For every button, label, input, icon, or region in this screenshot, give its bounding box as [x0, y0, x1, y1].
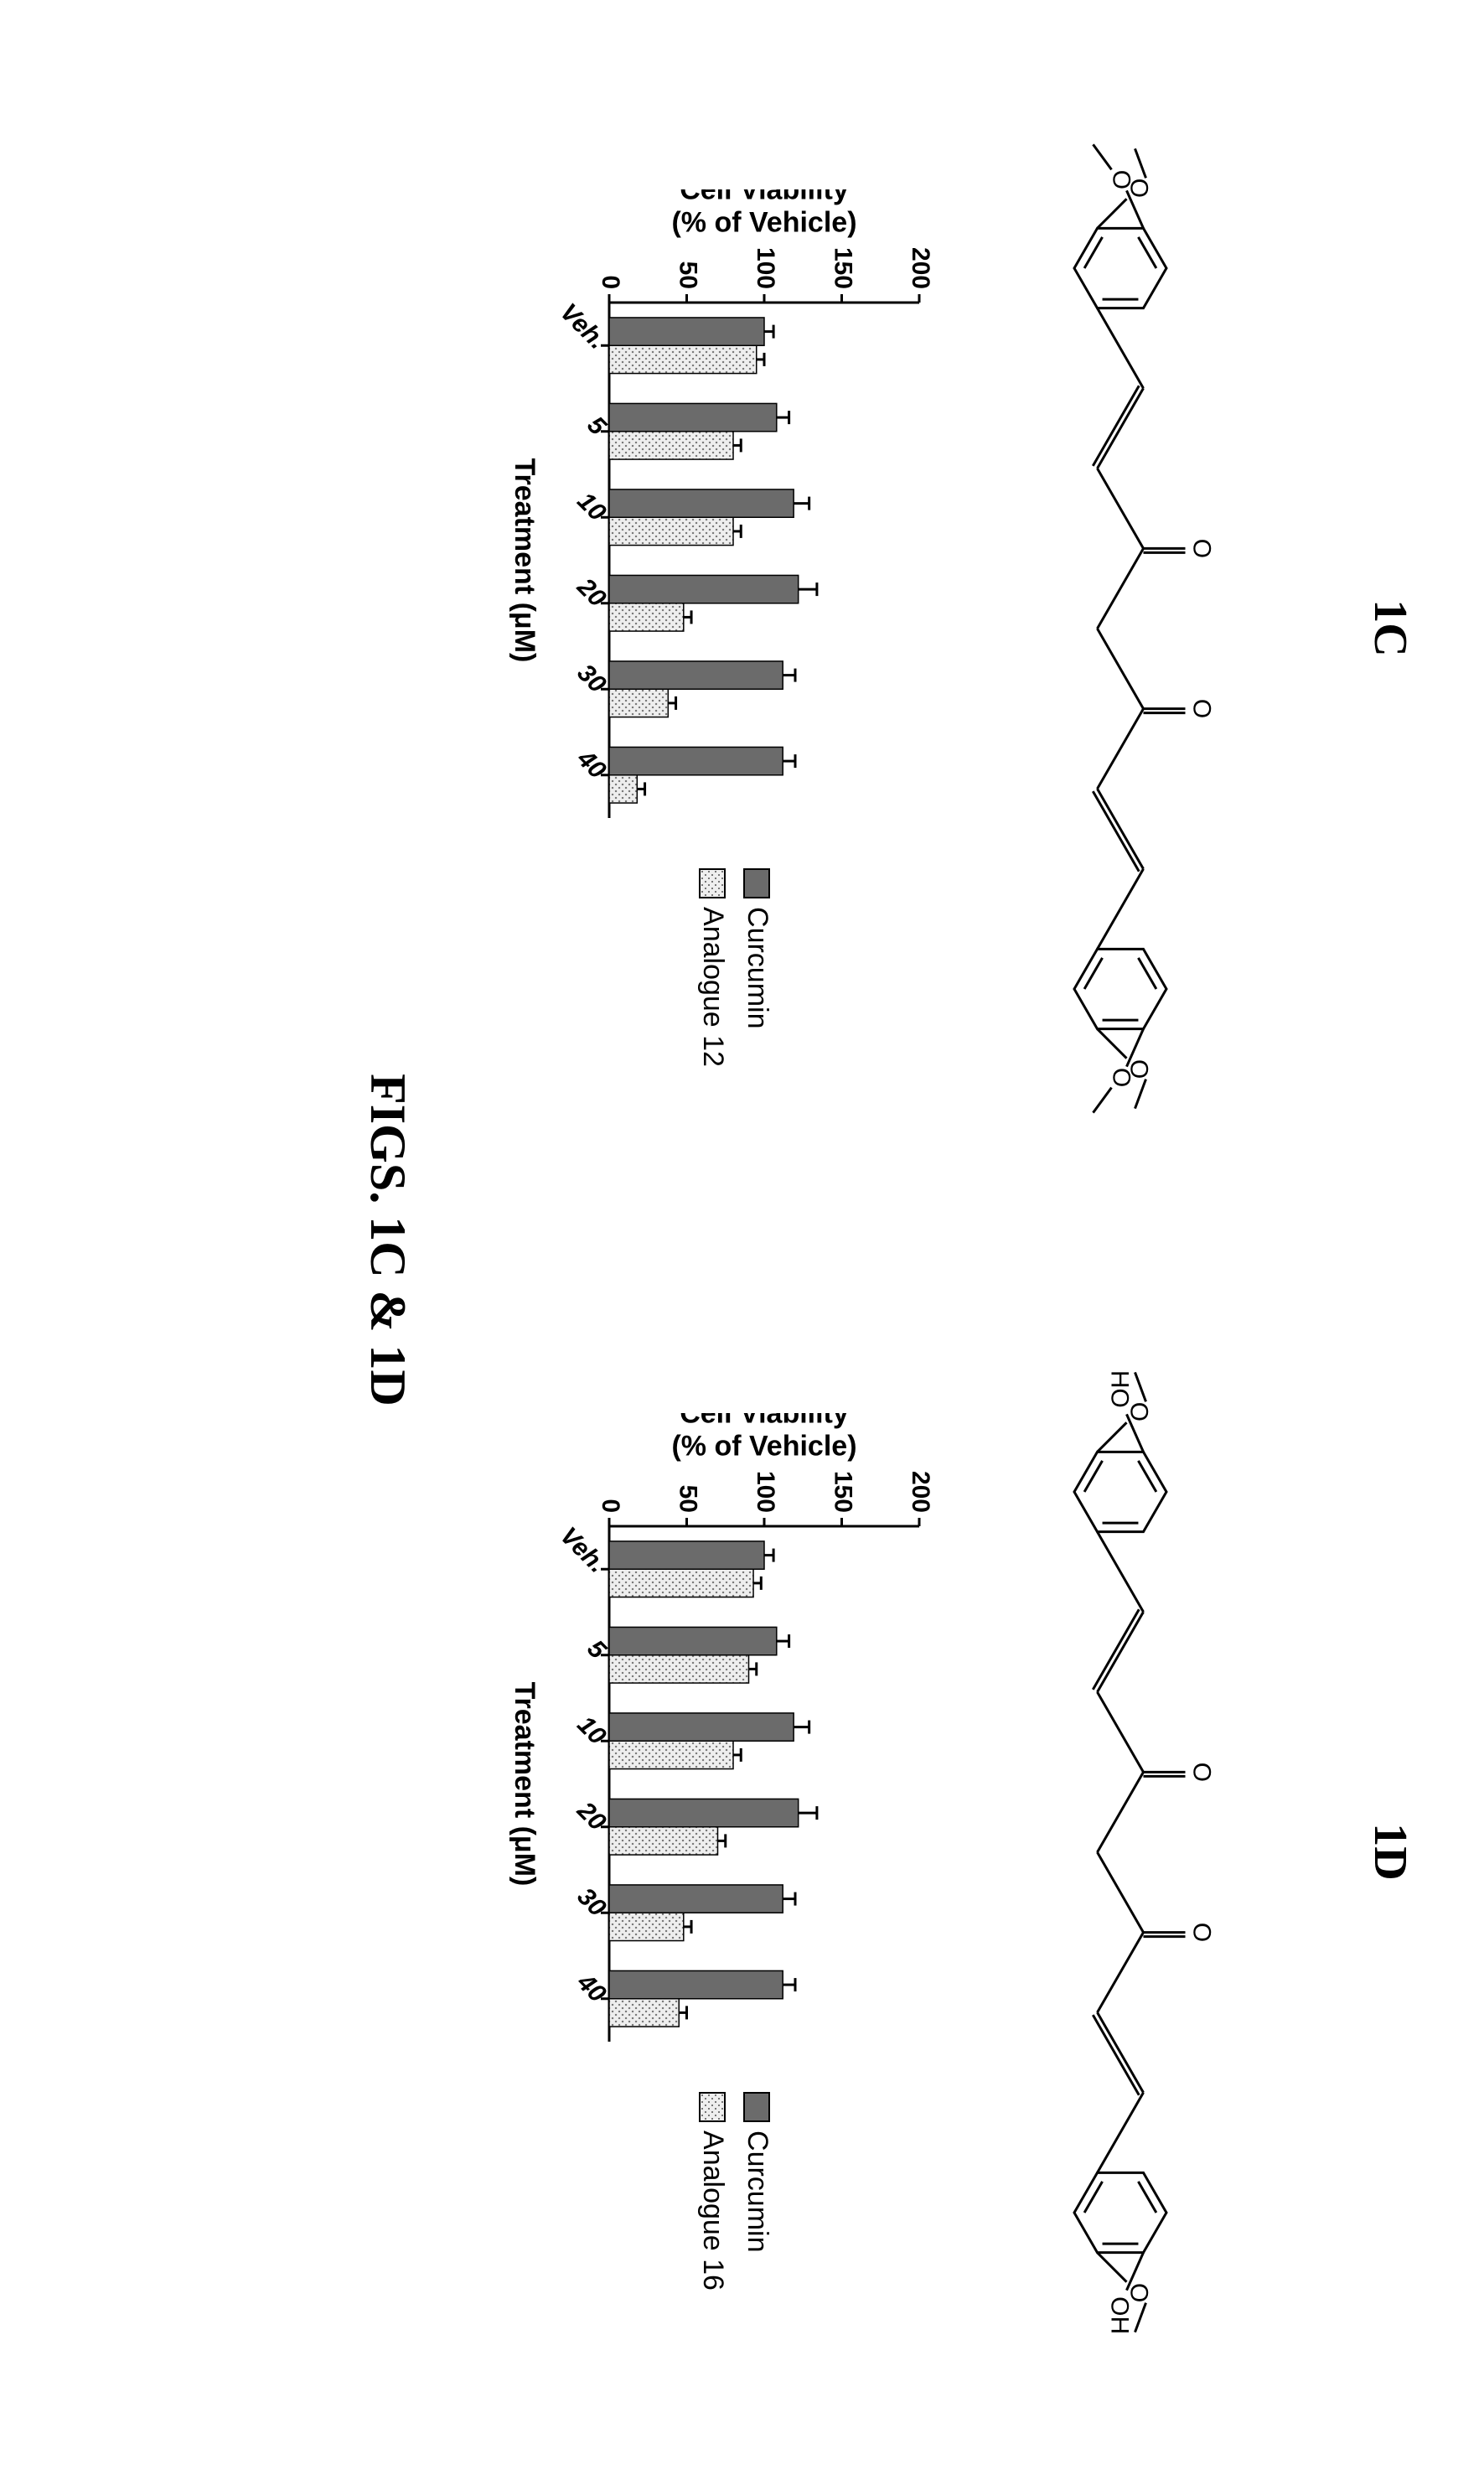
- svg-text:50: 50: [675, 261, 702, 289]
- legend-label: Analogue 12: [696, 907, 729, 1067]
- svg-text:10: 10: [571, 1711, 611, 1750]
- svg-text:Cell Viability(% of Vehicle): Cell Viability(% of Vehicle): [671, 1413, 856, 1462]
- svg-text:O: O: [1188, 1922, 1216, 1941]
- page: 1C OOOOOO 050100150200Cell Viability(% o…: [0, 0, 1484, 2480]
- svg-text:5: 5: [582, 412, 612, 442]
- svg-text:150: 150: [830, 1471, 857, 1513]
- svg-text:150: 150: [830, 247, 857, 289]
- legend-item: Curcumin: [741, 2092, 773, 2291]
- panel-1d-label: 1D: [1363, 1823, 1417, 1880]
- legend-item: Analogue 12: [696, 868, 729, 1067]
- legend-label: Curcumin: [741, 2131, 773, 2252]
- chart-1c: 0 50 100 150 200 Cell Viability(% of Vehicle)…: [500, 189, 936, 843]
- svg-text:5: 5: [582, 1635, 612, 1665]
- svg-text:200: 200: [907, 1471, 934, 1513]
- chart-row-1d: 0 50 100 150 200 Cell Viability(% of Vehicle)…: [500, 1413, 936, 2291]
- panels-row: 1C OOOOOO 050100150200Cell Viability(% o…: [500, 101, 1417, 2379]
- legend-item: Analogue 16: [696, 2092, 729, 2291]
- svg-text:100: 100: [752, 1471, 779, 1513]
- chart-1d: 0 50 100 150 200 Cell Viability(% of Vehicle)…: [500, 1413, 936, 2067]
- svg-text:O: O: [1188, 538, 1216, 557]
- legend-swatch: [744, 868, 771, 898]
- svg-text:50: 50: [675, 1485, 702, 1513]
- legend-swatch: [700, 2092, 726, 2122]
- legend-1d: Curcumin Analogue 16: [696, 2092, 773, 2291]
- svg-text:40: 40: [571, 1968, 612, 2008]
- svg-text:OH: OH: [1106, 2296, 1134, 2334]
- legend-label: Analogue 16: [696, 2131, 729, 2291]
- svg-text:30: 30: [571, 1882, 611, 1922]
- svg-text:40: 40: [571, 744, 612, 784]
- legend-swatch: [744, 2092, 771, 2122]
- legend-label: Curcumin: [741, 907, 773, 1028]
- figure-caption: FIGS. 1C & 1D: [359, 1074, 416, 1406]
- svg-text:O: O: [1188, 698, 1216, 717]
- svg-text:0: 0: [597, 1499, 624, 1513]
- panel-1c-label: 1C: [1363, 599, 1417, 656]
- svg-text:Treatment (μM): Treatment (μM): [509, 458, 540, 663]
- svg-text:HO: HO: [1106, 1369, 1134, 1407]
- svg-text:0: 0: [597, 275, 624, 289]
- svg-text:Cell Viability(% of Vehicle): Cell Viability(% of Vehicle): [671, 189, 856, 238]
- svg-text:20: 20: [571, 1796, 612, 1836]
- svg-text:100: 100: [752, 247, 779, 289]
- legend-item: Curcumin: [741, 868, 773, 1067]
- svg-text:Treatment (μM): Treatment (μM): [509, 1682, 540, 1887]
- svg-text:10: 10: [571, 487, 611, 526]
- svg-text:O: O: [1108, 169, 1135, 189]
- panel-1c: 1C OOOOOO 050100150200Cell Viability(% o…: [500, 126, 1417, 1131]
- molecule-1d: OHOOOHOO: [986, 1349, 1338, 2355]
- svg-text:200: 200: [907, 247, 934, 289]
- svg-text:20: 20: [571, 572, 612, 613]
- svg-text:30: 30: [571, 659, 611, 698]
- svg-text:O: O: [1188, 1762, 1216, 1781]
- legend-swatch: [700, 868, 726, 898]
- legend-1c: Curcumin Analogue 12: [696, 868, 773, 1067]
- panel-1d: 1D OHOOOHOO 050100150200Cell Viability(%…: [500, 1349, 1417, 2355]
- molecule-1c: OOOOOO: [986, 126, 1338, 1131]
- svg-text:O: O: [1108, 1067, 1135, 1086]
- chart-row-1c: 0 50 100 150 200 Cell Viability(% of Vehicle)…: [500, 189, 936, 1067]
